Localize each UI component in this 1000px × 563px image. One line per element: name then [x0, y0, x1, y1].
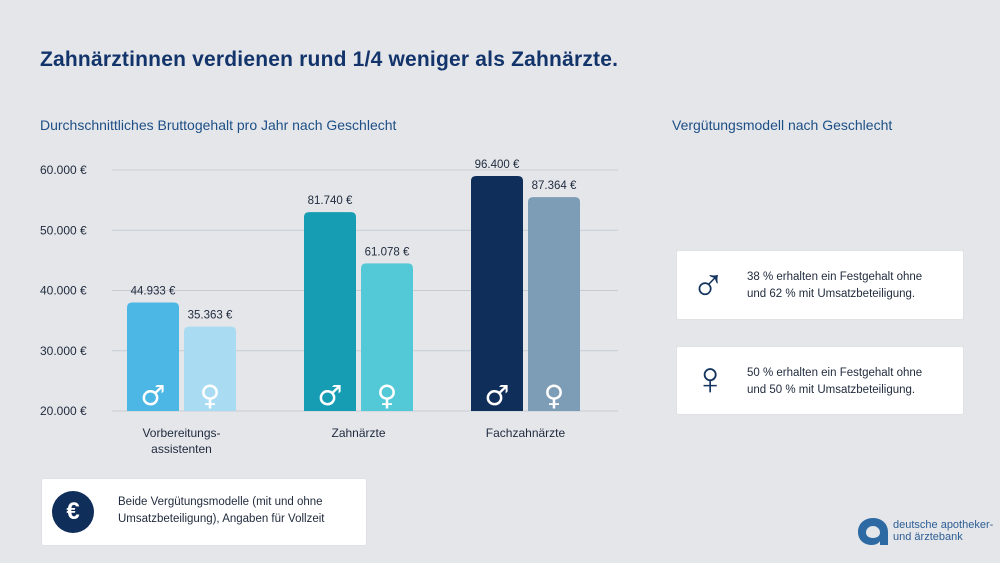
female-symbol-icon: ♀ [693, 352, 728, 404]
category-label: assistenten [151, 442, 212, 456]
bar-female [528, 197, 580, 411]
y-tick-label: 40.000 € [40, 284, 87, 298]
bank-logo-text: deutsche apotheker- und ärztebank [893, 519, 993, 543]
bar-male [471, 176, 523, 411]
bar-male [127, 302, 179, 411]
bar-value-label: 61.078 € [365, 246, 410, 258]
bank-logo-icon [858, 518, 888, 545]
right-panel-title: Vergütungsmodell nach Geschlecht [672, 117, 893, 133]
bar-value-label: 87.364 € [532, 180, 577, 192]
bar-value-label: 96.400 € [475, 159, 520, 171]
page-title: Zahnärztinnen verdienen rund 1/4 weniger… [40, 48, 619, 71]
footnote-text: Beide Vergütungsmodelle (mit und ohne Um… [118, 494, 324, 528]
footnote-line2: Umsatzbeteiligung), Angaben für Vollzeit [118, 513, 325, 525]
female-model-card: ♀ 50 % erhalten ein Festgehalt ohne und … [677, 347, 963, 414]
male-model-line2: und 62 % mit Umsatzbeteiligung. [747, 288, 916, 300]
chart-subtitle: Durchschnittliches Bruttogehalt pro Jahr… [40, 117, 397, 133]
female-model-line2: und 50 % mit Umsatzbeteiligung. [747, 384, 916, 396]
bar-value-label: 81.740 € [308, 195, 353, 207]
male-bar-symbol-icon: ♂ [317, 379, 342, 412]
male-bar-symbol-icon: ♂ [140, 379, 165, 412]
female-model-line1: 50 % erhalten ein Festgehalt ohne [747, 367, 923, 379]
euro-icon: € [52, 491, 94, 533]
category-label: Fachzahnärzte [486, 426, 566, 440]
male-bar-symbol-icon: ♂ [484, 379, 509, 412]
bar-value-label: 44.933 € [131, 286, 176, 298]
female-bar-symbol-icon: ♀ [544, 379, 565, 412]
logo-line2: und ärztebank [893, 531, 963, 543]
footnote-card: € Beide Vergütungsmodelle (mit und ohne … [42, 479, 366, 545]
y-tick-label: 60.000 € [40, 163, 87, 177]
female-bar-symbol-icon: ♀ [377, 379, 398, 412]
salary-bar-chart: 20.000 € 30.000 € 40.000 € 50.000 € 60.000 €… [40, 159, 618, 456]
bar-male [304, 212, 356, 411]
y-tick-label: 50.000 € [40, 223, 87, 237]
male-model-text: 38 % erhalten ein Festgehalt ohne und 62… [747, 269, 922, 303]
female-bar-symbol-icon: ♀ [200, 379, 221, 412]
male-model-card: ♂ 38 % erhalten ein Festgehalt ohne und … [677, 251, 963, 319]
bar-female [361, 263, 413, 411]
male-symbol-icon: ♂ [691, 257, 726, 309]
y-tick-label: 20.000 € [40, 404, 87, 418]
male-model-line1: 38 % erhalten ein Festgehalt ohne [747, 271, 923, 283]
footnote-line1: Beide Vergütungsmodelle (mit und ohne [118, 496, 323, 508]
female-model-text: 50 % erhalten ein Festgehalt ohne und 50… [747, 365, 922, 399]
y-tick-label: 30.000 € [40, 344, 87, 358]
category-label: Zahnärzte [331, 426, 385, 440]
logo-line1: deutsche apotheker- [893, 519, 994, 531]
bar-value-label: 35.363 € [188, 310, 233, 322]
bar-female [184, 326, 236, 411]
category-label: Vorbereitungs- [142, 426, 220, 440]
